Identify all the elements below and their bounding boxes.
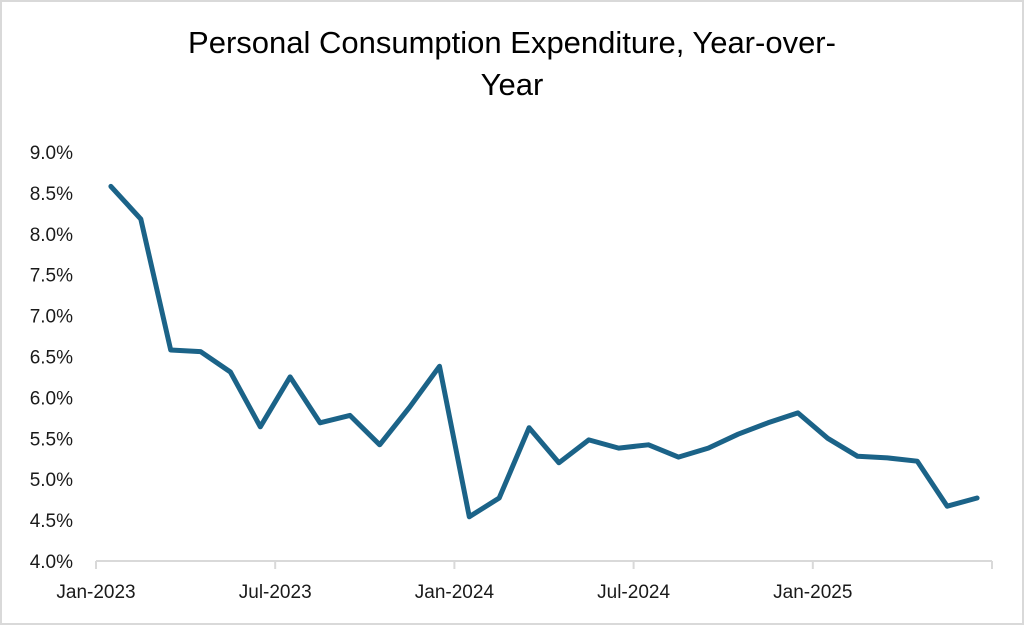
series-line [108,183,980,520]
data-point [766,420,771,425]
y-tick-label: 6.5% [30,348,73,369]
data-point [616,446,621,451]
x-tick-label: Jan-2024 [415,582,495,603]
y-tick-label: 8.0% [30,225,73,246]
data-point [168,348,173,353]
y-tick-label: 7.0% [30,307,73,328]
data-point [945,504,950,509]
y-tick-label: 9.0% [30,143,73,164]
data-point [795,410,800,415]
plot-area [108,183,980,520]
data-point [646,442,651,447]
data-point [706,446,711,451]
x-tick-label: Jul-2023 [239,582,312,603]
data-point [825,436,830,441]
data-point [556,460,561,465]
x-tick-label: Jan-2025 [773,582,852,603]
chart-title-line-1: Personal Consumption Expenditure, Year-o… [188,25,836,60]
data-point [228,370,233,375]
y-tick-label: 4.0% [30,552,73,573]
data-point [138,217,143,222]
data-point [258,424,263,429]
data-point [527,425,532,430]
data-point [497,496,502,501]
y-tick-label: 8.5% [30,184,73,205]
chart-title-line-2: Year [480,67,544,102]
data-point [407,405,412,410]
data-point [318,420,323,425]
data-point [288,374,293,379]
data-point [467,514,472,519]
data-point [885,455,890,460]
data-point [347,413,352,418]
data-point [198,349,203,354]
data-point [676,455,681,460]
data-point [377,442,382,447]
data-point [975,496,980,501]
chart-title: Personal Consumption Expenditure, Year-o… [0,22,1024,106]
x-tick-label: Jan-2023 [56,582,135,603]
data-point [437,364,442,369]
x-tick-label: Jul-2024 [597,582,670,603]
data-point [915,459,920,464]
x-axis: Jan-2023 Jul-2023 Jan-2024 Jul-2024 Jan-2025 [56,560,993,603]
data-point [108,184,113,189]
data-point [586,437,591,442]
y-tick-label: 6.0% [30,388,73,409]
y-tick-label: 4.5% [30,511,73,532]
data-point [855,454,860,459]
data-point [736,432,741,437]
y-tick-label: 5.0% [30,470,73,491]
y-axis-ticks: 9.0% 8.5% 8.0% 7.5% 7.0% 6.5% 6.0% 5.5% 5.0% 4.5%… [30,143,73,573]
y-tick-label: 5.5% [30,429,73,450]
y-tick-label: 7.5% [30,266,73,287]
